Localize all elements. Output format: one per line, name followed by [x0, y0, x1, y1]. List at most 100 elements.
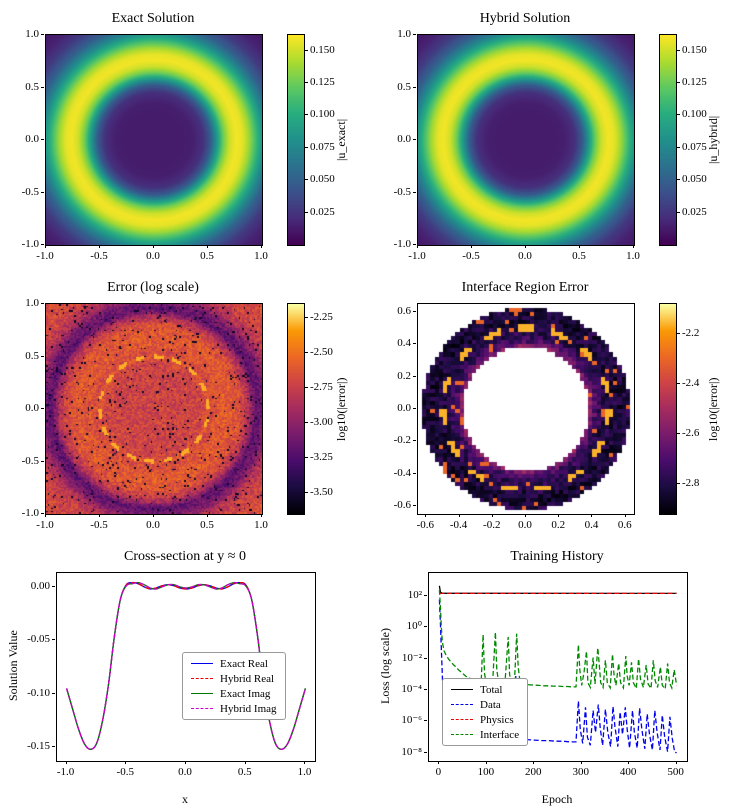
x-tick-label: -1.0	[408, 250, 426, 262]
x-tick-label: 0.0	[146, 250, 160, 262]
x-tick-label: -0.4	[449, 519, 468, 531]
legend-entry: Hybrid Imag	[191, 702, 277, 715]
x-tick-mark	[45, 245, 46, 248]
x-tick-mark	[153, 245, 154, 248]
subplot-error-log: Error (log scale) log10(|error|) -1.0 -0.…	[0, 273, 372, 538]
x-tick-label: 1.0	[254, 250, 268, 262]
y-tick-mark	[41, 191, 44, 193]
x-tick-mark	[633, 245, 634, 248]
x-tick-mark	[304, 761, 306, 764]
legend-entry: Total	[451, 683, 519, 696]
x-tick-mark	[99, 245, 100, 248]
interface-error-heatmap-canvas	[418, 304, 634, 514]
colorbar-tick-mark	[677, 114, 680, 116]
colorbar-tick-label: 0.025	[310, 205, 335, 218]
legend-entry: Interface	[451, 728, 519, 741]
colorbar-tick-label: 0.050	[310, 173, 335, 186]
y-tick-label: 10⁻⁸	[401, 745, 422, 758]
colorbar-tick-mark	[677, 483, 680, 484]
x-tick-label: 300	[572, 766, 589, 778]
subplot-cross-section: Cross-section at y ≈ 0 Solution Value x …	[0, 542, 372, 807]
y-tick-mark	[413, 472, 416, 474]
colorbar-tick-mark	[305, 352, 308, 353]
y-tick-mark	[424, 595, 427, 597]
y-tick-label: -0.10	[27, 686, 50, 699]
y-tick-label: -1.0	[21, 507, 39, 519]
plot-title: Training History	[510, 549, 604, 564]
y-tick-mark	[41, 460, 44, 462]
error-log-heatmap-canvas	[46, 304, 262, 514]
x-tick-mark	[471, 245, 472, 248]
x-tick-label: 0.0	[146, 519, 160, 531]
colorbar-tick-mark	[677, 146, 680, 148]
colorbar-tick-label: -2.8	[682, 477, 700, 489]
y-tick-label: -1.0	[393, 238, 411, 250]
colorbar-tick-mark	[305, 114, 308, 116]
x-tick-mark	[153, 514, 154, 517]
y-tick-mark	[413, 311, 416, 313]
y-tick-label: -0.2	[393, 434, 411, 447]
legend-label: Hybrid Imag	[220, 702, 277, 715]
x-tick-mark	[525, 245, 526, 248]
y-tick-mark	[52, 746, 55, 748]
colorbar-label: log10(|error|)	[334, 377, 348, 441]
hybrid-solution-heatmap-canvas	[418, 35, 634, 245]
x-tick-mark	[207, 245, 208, 248]
colorbar-tick-mark	[305, 422, 308, 423]
x-tick-label: -0.5	[462, 250, 480, 262]
colorbar	[659, 34, 677, 246]
colorbar-tick-label: -3.25	[310, 451, 333, 463]
x-tick-mark	[207, 514, 208, 517]
y-tick-mark	[424, 689, 427, 691]
y-tick-mark	[424, 720, 427, 722]
x-tick-mark	[185, 761, 186, 764]
y-tick-mark	[413, 139, 416, 140]
colorbar-tick-mark	[677, 333, 680, 334]
colorbar-tick-mark	[305, 81, 308, 83]
y-tick-label: -0.05	[27, 633, 50, 646]
x-tick-mark	[417, 245, 418, 248]
subplot-interface-error: Interface Region Error log10(|error|) -0…	[372, 273, 744, 538]
y-tick-mark	[413, 343, 416, 345]
x-tick-label: 0.0	[518, 519, 532, 531]
x-tick-mark	[675, 761, 677, 764]
x-tick-mark	[491, 514, 493, 517]
x-tick-label: 0.5	[200, 519, 214, 531]
legend-line-sample	[191, 708, 213, 709]
x-tick-label: 0.5	[237, 766, 252, 778]
x-tick-label: -0.5	[90, 250, 108, 262]
plot-title: Error (log scale)	[107, 280, 199, 295]
x-tick-mark	[579, 245, 580, 248]
y-tick-label: 0.2	[397, 369, 411, 382]
x-axis-label: Epoch	[541, 792, 573, 806]
legend-label: Hybrid Real	[220, 672, 275, 685]
colorbar-tick-mark	[305, 457, 308, 458]
subplot-training-history: Training History Loss (log scale) Epoch …	[372, 542, 744, 807]
colorbar-tick-label: 0.125	[682, 75, 707, 88]
x-tick-label: 0.5	[200, 250, 214, 262]
x-tick-mark	[624, 514, 626, 517]
colorbar-tick-label: -2.50	[310, 346, 333, 358]
colorbar-tick-label: 0.075	[310, 140, 335, 153]
y-tick-mark	[41, 86, 44, 88]
colorbar-tick-label: -3.50	[310, 486, 333, 498]
exact-solution-plot-area	[45, 34, 263, 246]
y-axis-label: Solution Value	[6, 630, 20, 702]
x-tick-label: -1.0	[36, 519, 54, 531]
subplot-hybrid-solution: Hybrid Solution |u_hybrid| -1.0 -0.5 0.0 0.…	[372, 4, 744, 269]
y-tick-label: 0.5	[397, 80, 411, 93]
y-tick-label: 0.5	[25, 349, 39, 362]
x-tick-label: -1.0	[36, 250, 54, 262]
y-tick-mark	[41, 139, 44, 140]
y-tick-mark	[41, 513, 44, 514]
y-tick-mark	[413, 86, 416, 88]
series-interface	[438, 589, 678, 691]
plot-title: Hybrid Solution	[479, 11, 571, 26]
colorbar-tick-mark	[677, 81, 680, 83]
x-tick-label: -0.6	[416, 519, 434, 531]
x-tick-mark	[99, 514, 100, 517]
colorbar-tick-mark	[305, 211, 308, 213]
colorbar-gradient-canvas	[288, 35, 304, 245]
x-tick-mark	[438, 761, 440, 764]
